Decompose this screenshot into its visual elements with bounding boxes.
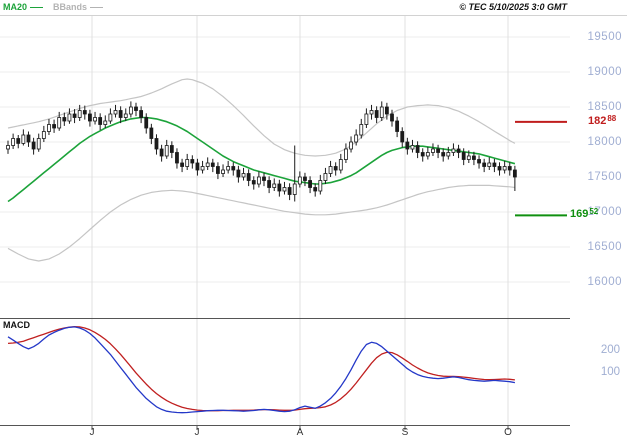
legend-item: MA20: [3, 2, 44, 12]
legend-label: MA20: [3, 2, 28, 12]
copyright-text: © TEC 5/10/2025 3:0 GMT: [459, 2, 567, 12]
lower-marker-sup: 52: [589, 207, 599, 217]
lower-marker-label: 16952: [570, 207, 599, 221]
lower-marker-main: 169: [570, 208, 589, 221]
legend-label: BBands: [53, 2, 88, 12]
legend-line-icon: [30, 6, 44, 8]
upper-marker-main: 182: [588, 114, 607, 127]
upper-marker-label: 18288: [588, 113, 617, 127]
upper-marker-sup: 88: [607, 113, 617, 123]
legend-item: BBands: [53, 2, 104, 12]
macd-title: MACD: [3, 320, 30, 330]
legend: MA20 BBands: [3, 2, 104, 12]
legend-line-icon: [90, 6, 104, 8]
